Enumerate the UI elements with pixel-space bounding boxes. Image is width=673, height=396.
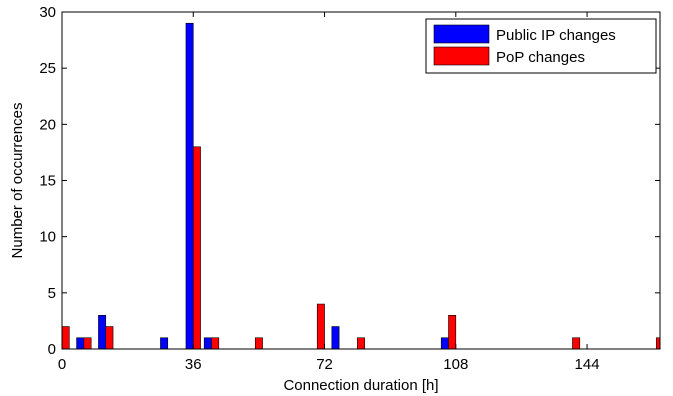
bar-pop-9 <box>572 337 581 349</box>
bar-pop-5 <box>254 337 263 349</box>
x-tick-label-3: 108 <box>443 356 468 373</box>
bar-public-ip-0 <box>76 337 85 349</box>
y-tick-label-2: 10 <box>39 229 56 246</box>
y-axis-title: Number of occurrences <box>9 103 26 259</box>
bar-pop-2 <box>105 326 114 349</box>
x-axis-title: Connection duration [h] <box>283 377 438 394</box>
legend-label-0: Public IP changes <box>496 27 616 44</box>
bar-pop-3 <box>192 146 201 349</box>
bar-pop-0 <box>62 326 70 349</box>
y-tick-label-0: 0 <box>48 341 56 358</box>
y-tick-label-5: 25 <box>39 60 56 77</box>
bar-pop-4 <box>211 337 220 349</box>
bar-public-ip-1 <box>98 314 107 349</box>
bar-public-ip-6 <box>440 337 449 349</box>
y-tick-label-4: 20 <box>39 116 56 133</box>
axis-ticks-group: 0 36 72 108 144 0 5 10 15 20 25 30 <box>39 4 660 373</box>
legend-swatch-0 <box>433 24 490 44</box>
bar-pop-8 <box>448 314 457 349</box>
x-tick-label-2: 72 <box>316 356 333 373</box>
bar-pop-1 <box>83 337 92 349</box>
legend: Public IP changes PoP changes <box>425 18 657 74</box>
bars-group <box>62 22 660 349</box>
legend-swatch-1 <box>433 46 490 66</box>
bar-public-ip-5 <box>331 326 340 349</box>
y-tick-label-3: 15 <box>39 173 56 190</box>
x-tick-label-4: 144 <box>575 356 600 373</box>
x-tick-label-0: 0 <box>58 356 66 373</box>
y-tick-label-6: 30 <box>39 4 56 21</box>
legend-label-1: PoP changes <box>496 49 585 66</box>
bar-pop-7 <box>357 337 365 349</box>
y-tick-label-1: 5 <box>48 285 56 302</box>
bar-public-ip-2 <box>160 337 169 349</box>
bar-public-ip-3 <box>185 22 194 349</box>
bar-pop-6 <box>316 303 325 349</box>
x-tick-label-1: 36 <box>185 356 202 373</box>
bar-public-ip-4 <box>203 337 212 349</box>
